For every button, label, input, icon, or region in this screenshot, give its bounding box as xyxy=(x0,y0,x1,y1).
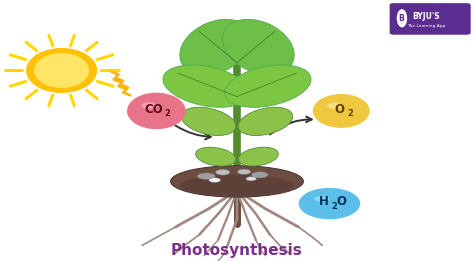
Ellipse shape xyxy=(251,172,268,178)
Ellipse shape xyxy=(180,19,252,75)
Ellipse shape xyxy=(197,173,215,180)
Ellipse shape xyxy=(34,53,89,88)
Ellipse shape xyxy=(163,65,249,107)
Ellipse shape xyxy=(127,93,186,129)
Ellipse shape xyxy=(299,188,360,219)
Text: B: B xyxy=(399,14,404,23)
Ellipse shape xyxy=(26,48,97,93)
Text: BYJU'S: BYJU'S xyxy=(412,12,439,21)
Ellipse shape xyxy=(313,94,370,128)
Ellipse shape xyxy=(222,19,294,75)
Ellipse shape xyxy=(209,178,221,182)
Ellipse shape xyxy=(180,175,294,196)
Text: 2: 2 xyxy=(165,109,171,118)
Text: The Learning App: The Learning App xyxy=(407,24,445,28)
Ellipse shape xyxy=(181,107,236,135)
Text: 2: 2 xyxy=(331,202,337,211)
Text: H: H xyxy=(319,195,328,208)
Ellipse shape xyxy=(225,65,311,107)
Ellipse shape xyxy=(238,107,293,135)
FancyBboxPatch shape xyxy=(390,3,471,35)
Text: CO: CO xyxy=(145,103,164,116)
Text: Photosynthesis: Photosynthesis xyxy=(171,244,303,258)
Ellipse shape xyxy=(238,147,278,166)
Ellipse shape xyxy=(171,166,303,197)
Text: O: O xyxy=(334,103,345,116)
Ellipse shape xyxy=(314,196,329,201)
Ellipse shape xyxy=(246,177,256,181)
Ellipse shape xyxy=(216,169,230,175)
Ellipse shape xyxy=(327,103,341,109)
Text: 2: 2 xyxy=(348,109,354,118)
Text: O: O xyxy=(336,195,346,208)
Ellipse shape xyxy=(142,102,156,109)
Ellipse shape xyxy=(196,147,236,166)
Ellipse shape xyxy=(237,169,251,174)
Ellipse shape xyxy=(397,9,407,27)
